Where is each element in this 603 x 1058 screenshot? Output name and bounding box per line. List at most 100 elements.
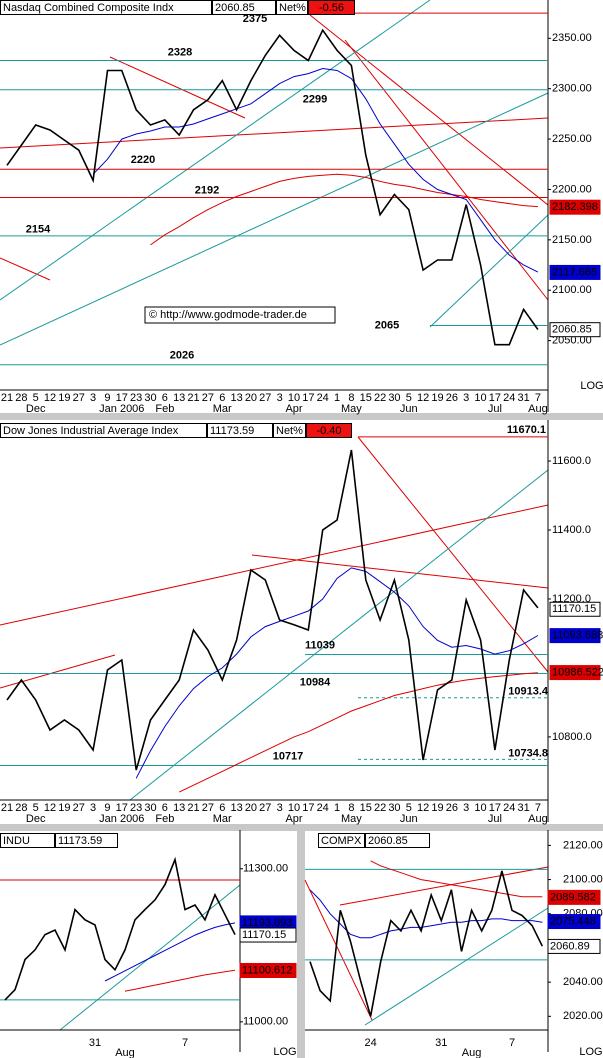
x-tick-label: 6 <box>219 802 225 814</box>
x-tick-label: 21 <box>187 392 199 404</box>
x-tick-label: 3 <box>277 802 283 814</box>
y-tick-label: 2300.00 <box>552 83 592 95</box>
x-tick-label: 22 <box>374 802 386 814</box>
x-tick-label: 15 <box>360 392 372 404</box>
value-box-label: 2117.665 <box>552 266 597 278</box>
x-tick-label: 27 <box>73 392 85 404</box>
x-tick-label: 27 <box>259 802 271 814</box>
header-box <box>308 0 355 15</box>
x-tick-label: 1 <box>334 392 340 404</box>
x-tick-label: 24 <box>503 392 515 404</box>
x-tick-label: 9 <box>104 392 110 404</box>
x-tick-label: 5 <box>33 802 39 814</box>
trend-line <box>344 39 549 301</box>
month-label: Apr <box>285 813 302 825</box>
value-box <box>549 601 601 617</box>
level-label: 2065 <box>375 319 399 331</box>
level-label: 2375 <box>243 13 267 25</box>
chart-title: Nasdaq Combined Composite Indx <box>3 2 174 14</box>
header-box <box>365 833 430 848</box>
x-tick-label: 13 <box>230 392 242 404</box>
level-label: 11039 <box>305 639 335 651</box>
x-tick-label: 31 <box>89 1037 101 1049</box>
chart-title: INDU <box>3 835 30 847</box>
x-tick-label: 7 <box>182 1037 188 1049</box>
y-tick-label: 2200.00 <box>552 183 592 195</box>
x-tick-label: 27 <box>259 392 271 404</box>
value-box <box>549 665 601 681</box>
level-label: 10717 <box>273 750 304 762</box>
value-box <box>549 322 601 338</box>
last-price: 2060.85 <box>368 835 408 847</box>
month-label: Jul <box>488 813 502 825</box>
x-tick-label: 1 <box>334 802 340 814</box>
x-tick-label: 31 <box>435 1037 447 1049</box>
header-box <box>273 423 306 438</box>
trend-line <box>251 554 549 589</box>
month-label: Aug <box>115 1047 135 1058</box>
y-tick-label: 2100.00 <box>552 284 592 296</box>
x-tick-label: 30 <box>388 392 400 404</box>
month-label: Jul <box>488 403 502 415</box>
net-label: Net% <box>276 425 303 437</box>
x-tick-label: 24 <box>317 392 329 404</box>
price-line <box>6 449 539 771</box>
header-box <box>0 0 212 15</box>
x-tick-label: 7 <box>535 802 541 814</box>
x-tick-label: 5 <box>33 392 39 404</box>
price-line <box>104 922 236 982</box>
x-tick-label: 17 <box>489 802 501 814</box>
level-label: 10913.4 <box>508 686 549 698</box>
month-label: Mar <box>213 813 232 825</box>
month-label: Jan 2006 <box>99 813 144 825</box>
net-change: -0.56 <box>319 2 344 14</box>
price-line <box>150 173 538 246</box>
x-tick-label: 13 <box>230 802 242 814</box>
y-tick-label: 2250.00 <box>552 133 592 145</box>
level-label: 2192 <box>195 184 219 196</box>
value-box <box>547 938 601 954</box>
month-label: Dec <box>26 813 46 825</box>
last-price: 11173.59 <box>58 835 102 847</box>
trend-line <box>364 907 549 1026</box>
x-tick-label: 10 <box>474 392 486 404</box>
x-tick-label: 17 <box>116 392 128 404</box>
x-tick-label: 27 <box>202 392 214 404</box>
header-box <box>207 423 273 438</box>
x-tick-label: 23 <box>130 802 142 814</box>
x-tick-label: 5 <box>406 802 412 814</box>
x-tick-label: 12 <box>44 802 56 814</box>
y-tick-label: 2050.00 <box>552 335 592 347</box>
trend-line <box>0 92 549 346</box>
last-price: 11173.59 <box>210 425 254 437</box>
value-box-label: 11100.612 <box>242 964 292 976</box>
trend-line <box>109 56 246 119</box>
month-label: Aug <box>462 1047 482 1058</box>
value-box-label: 2182.398 <box>552 201 598 213</box>
x-tick-label: 27 <box>73 802 85 814</box>
net-change: -0.40 <box>316 425 341 437</box>
value-box-label: 10986.522 <box>552 666 603 678</box>
y-tick-label: 2040.00 <box>563 976 603 988</box>
month-label: May <box>341 813 362 825</box>
month-label: Jun <box>400 813 418 825</box>
value-box-label: 2060.89 <box>550 940 590 952</box>
value-box <box>549 264 601 280</box>
value-box-label: 11170.15 <box>242 929 286 941</box>
x-tick-label: 3 <box>277 392 283 404</box>
x-tick-label: 12 <box>44 392 56 404</box>
x-tick-label: 3 <box>463 802 469 814</box>
trend-line <box>0 257 51 281</box>
month-label: Aug <box>528 813 548 825</box>
x-tick-label: 3 <box>463 392 469 404</box>
x-tick-label: 24 <box>317 802 329 814</box>
separator <box>297 824 305 1058</box>
value-box <box>239 963 297 979</box>
trend-line <box>304 879 373 1021</box>
last-price: 2060.85 <box>215 2 255 14</box>
header-box <box>55 833 118 848</box>
